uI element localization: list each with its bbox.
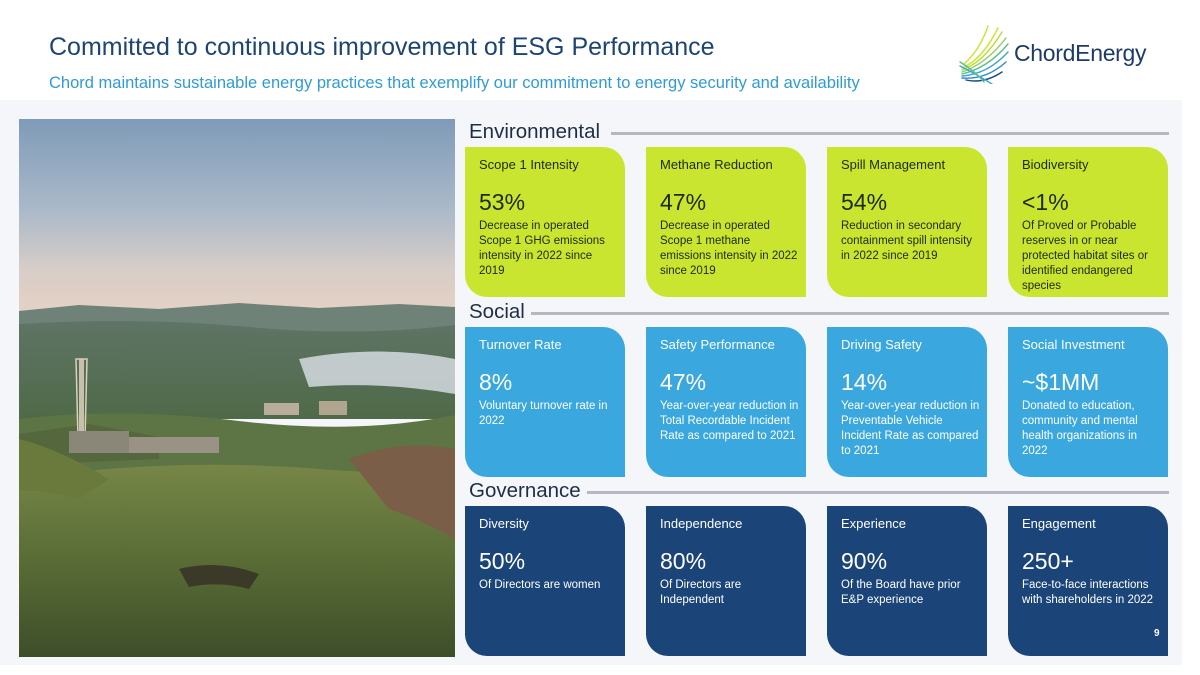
card-description: Donated to education, community and ment… bbox=[1022, 400, 1138, 457]
page-title: Committed to continuous improvement of E… bbox=[49, 33, 715, 61]
card-value: 54% bbox=[841, 189, 888, 215]
card-value: 47% bbox=[660, 369, 707, 395]
card-value: 14% bbox=[841, 369, 888, 395]
card-methane-reduction: Methane Reduction 47% Decrease in operat… bbox=[646, 147, 806, 297]
card-value: 50% bbox=[479, 548, 526, 574]
section-title-governance: Governance bbox=[469, 479, 587, 503]
section-divider bbox=[611, 132, 1169, 135]
card-social-investment: Social Investment ~$1MM Donated to educa… bbox=[1008, 327, 1168, 477]
card-value: <1% bbox=[1022, 189, 1069, 215]
card-description: Of Proved or Probable reserves in or nea… bbox=[1022, 220, 1148, 292]
card-title: Social Investment bbox=[1022, 337, 1125, 352]
section-title-environmental: Environmental bbox=[469, 120, 607, 144]
card-independence: Independence 80% Of Directors are Indepe… bbox=[646, 506, 806, 656]
logo-fan-icon bbox=[959, 25, 1009, 84]
card-description: Of Directors are Independent bbox=[660, 579, 742, 606]
card-description: Year-over-year reduction in Total Record… bbox=[660, 400, 799, 442]
card-turnover-rate: Turnover Rate 8% Voluntary turnover rate… bbox=[465, 327, 625, 477]
section-governance-header: Governance bbox=[469, 479, 1169, 505]
card-title: Biodiversity bbox=[1022, 157, 1089, 172]
card-spill-management: Spill Management 54% Reduction in second… bbox=[827, 147, 987, 297]
logo-word-chord: Chord bbox=[1014, 40, 1076, 66]
section-title-social: Social bbox=[469, 300, 531, 324]
card-value: 8% bbox=[479, 369, 513, 395]
card-safety-performance: Safety Performance 47% Year-over-year re… bbox=[646, 327, 806, 477]
card-value: 250+ bbox=[1022, 548, 1074, 574]
card-description: Of Directors are women bbox=[479, 579, 601, 591]
card-title: Spill Management bbox=[841, 157, 946, 172]
section-divider bbox=[581, 491, 1169, 494]
page-number: 9 bbox=[1154, 628, 1160, 639]
card-title: Turnover Rate bbox=[479, 337, 562, 352]
card-value: 80% bbox=[660, 548, 707, 574]
card-value: 53% bbox=[479, 189, 526, 215]
page-subtitle: Chord maintains sustainable energy pract… bbox=[49, 74, 860, 92]
card-description: Reduction in secondary containment spill… bbox=[841, 220, 973, 262]
card-title: Independence bbox=[660, 516, 743, 531]
card-description: Of the Board have prior E&P experience bbox=[841, 579, 961, 606]
card-driving-safety: Driving Safety 14% Year-over-year reduct… bbox=[827, 327, 987, 477]
section-social-header: Social bbox=[469, 300, 1169, 326]
card-title: Safety Performance bbox=[660, 337, 775, 352]
card-title: Engagement bbox=[1022, 516, 1096, 531]
card-description: Decrease in operated Scope 1 methane emi… bbox=[660, 220, 798, 277]
card-value: 47% bbox=[660, 189, 707, 215]
card-biodiversity: Biodiversity <1% Of Proved or Probable r… bbox=[1008, 147, 1168, 297]
logo-wordmark: ChordEnergy bbox=[1014, 40, 1147, 67]
section-divider bbox=[529, 312, 1169, 315]
logo-word-energy: Energy bbox=[1075, 40, 1147, 66]
card-value: ~$1MM bbox=[1022, 369, 1100, 395]
card-title: Methane Reduction bbox=[660, 157, 773, 172]
card-scope-1-intensity: Scope 1 Intensity 53% Decrease in operat… bbox=[465, 147, 625, 297]
card-description: Year-over-year reduction in Preventable … bbox=[841, 400, 980, 457]
card-diversity: Diversity 50% Of Directors are women bbox=[465, 506, 625, 656]
chord-energy-logo: ChordEnergy bbox=[958, 24, 1158, 84]
card-description: Voluntary turnover rate in 2022 bbox=[479, 400, 608, 427]
card-experience: Experience 90% Of the Board have prior E… bbox=[827, 506, 987, 656]
section-environmental-header: Environmental bbox=[469, 120, 1169, 146]
card-value: 90% bbox=[841, 548, 888, 574]
landscape-photo bbox=[19, 119, 455, 657]
card-description: Decrease in operated Scope 1 GHG emissio… bbox=[479, 220, 605, 277]
card-title: Driving Safety bbox=[841, 337, 922, 352]
card-engagement: Engagement 250+ Face-to-face interaction… bbox=[1008, 506, 1168, 656]
card-description: Face-to-face interactions with sharehold… bbox=[1022, 579, 1154, 606]
card-title: Experience bbox=[841, 516, 907, 531]
card-title: Diversity bbox=[479, 516, 529, 531]
card-title: Scope 1 Intensity bbox=[479, 157, 579, 172]
